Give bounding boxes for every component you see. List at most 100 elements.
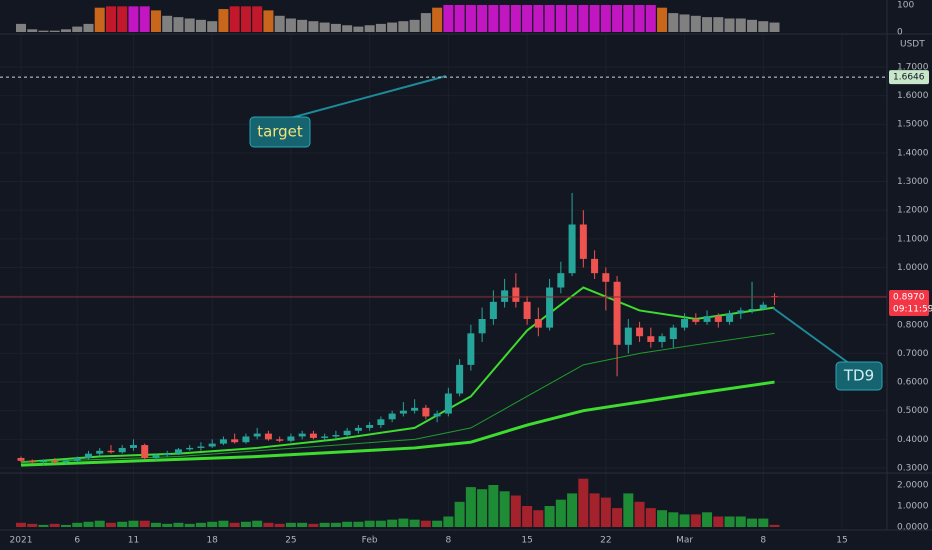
bar [634, 501, 645, 527]
bar [263, 10, 274, 32]
marks [15, 5, 780, 527]
bar [657, 510, 668, 527]
bar [274, 15, 285, 33]
bar [83, 521, 94, 527]
bar [758, 21, 769, 32]
target-label-bg [889, 70, 929, 85]
bar [263, 522, 274, 527]
bar [522, 506, 533, 527]
bar [477, 489, 488, 527]
candle-body [456, 364, 464, 394]
callout-line [282, 75, 447, 121]
bar [319, 22, 330, 32]
callout-box[interactable] [249, 116, 311, 148]
bar [747, 518, 758, 527]
candle-body [613, 281, 621, 345]
bar [128, 6, 139, 32]
candle-body [557, 273, 565, 288]
bar [308, 21, 319, 32]
bar [162, 523, 173, 527]
bar [690, 15, 701, 33]
bar [364, 520, 375, 527]
bar [353, 521, 364, 527]
candle-body [681, 319, 689, 328]
bar [319, 522, 330, 527]
bar [679, 514, 690, 527]
bar [285, 18, 296, 32]
bar [758, 518, 769, 527]
candle-body [489, 301, 497, 320]
bar [544, 506, 555, 527]
y-tick-label: 0 [897, 28, 903, 38]
target-label: 1.6646 [893, 73, 925, 83]
bar [623, 5, 634, 32]
bar [72, 26, 83, 32]
candle-body [411, 407, 419, 411]
bar [555, 5, 566, 32]
bar [240, 6, 251, 32]
bar [409, 19, 420, 32]
bar [297, 19, 308, 32]
bar [38, 524, 49, 527]
bar [488, 5, 499, 32]
bar [465, 5, 476, 32]
candle-body [703, 316, 711, 322]
bar [420, 520, 431, 527]
bar [454, 501, 465, 527]
bar [15, 23, 26, 32]
bar [612, 5, 623, 32]
candle-body [512, 287, 520, 302]
bar [645, 508, 656, 527]
candle-body [163, 453, 171, 456]
y-tick-label: 1.6000 [897, 91, 929, 101]
bar [117, 521, 128, 527]
candle-body [107, 450, 115, 453]
bar [139, 6, 150, 32]
candle-body [129, 445, 137, 448]
bar [612, 508, 623, 527]
candle-body [647, 336, 655, 342]
x-tick-label: Feb [362, 536, 378, 546]
candle-body [377, 419, 385, 426]
bar [60, 524, 71, 527]
candle-body [692, 319, 700, 322]
candle-body [253, 433, 261, 437]
bar [578, 478, 589, 527]
candle-body [579, 224, 587, 259]
bar [27, 523, 38, 527]
bar [252, 6, 263, 32]
y-tick-label: 0.7000 [897, 349, 929, 359]
candle-body [624, 327, 632, 345]
candle-body [96, 450, 104, 454]
bar [769, 524, 780, 527]
bar [567, 5, 578, 32]
bar [375, 520, 386, 527]
bar [735, 18, 746, 32]
candle-body [321, 436, 329, 438]
callout-box[interactable] [835, 361, 883, 391]
x-tick-label: 2021 [10, 536, 33, 546]
bar [510, 5, 521, 32]
bar [330, 522, 341, 527]
ribbon-line [20, 332, 775, 463]
bar [27, 29, 38, 32]
bar [218, 520, 229, 527]
bar [454, 5, 465, 32]
bar [499, 491, 510, 527]
bar [229, 522, 240, 527]
candle-body [636, 327, 644, 337]
bar [589, 493, 600, 527]
y-tick-label: 0.6000 [897, 378, 929, 388]
candle-body [242, 436, 250, 443]
y-tick-label: 0.0000 [897, 523, 929, 533]
bar [150, 522, 161, 527]
x-tick-label: 6 [74, 536, 80, 546]
candle-body [309, 433, 317, 438]
ribbon-line [20, 380, 775, 467]
bar [499, 5, 510, 32]
bar [634, 5, 645, 32]
y-tick-label: 1.3000 [897, 177, 929, 187]
candle-body [478, 319, 486, 334]
y-tick-label: 0.5000 [897, 406, 929, 416]
